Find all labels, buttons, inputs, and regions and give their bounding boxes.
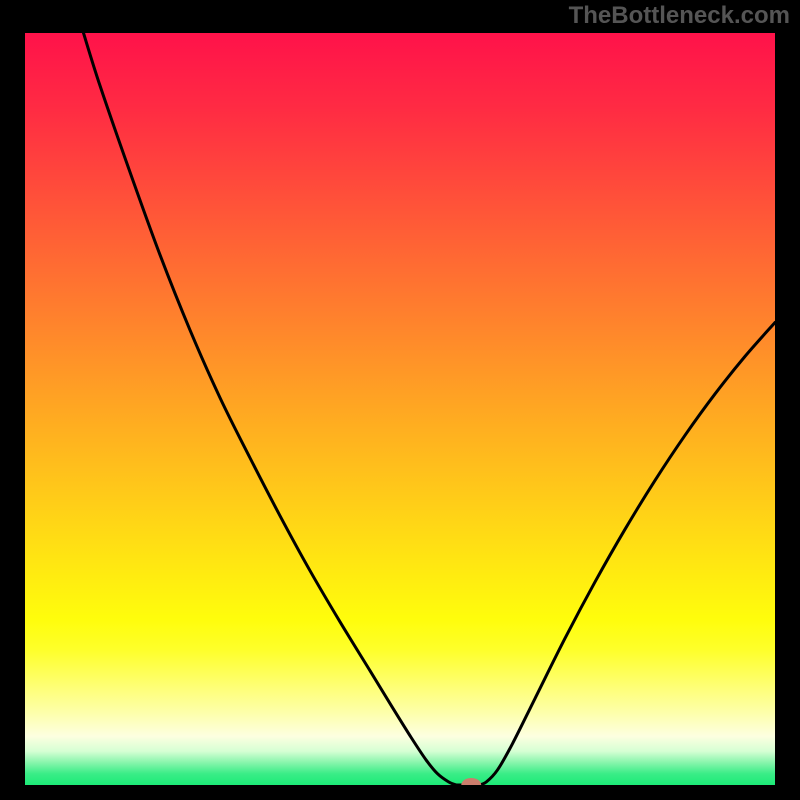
watermark-text: TheBottleneck.com: [569, 2, 790, 30]
chart-container: TheBottleneck.com: [0, 0, 800, 800]
gradient-background: [25, 33, 775, 785]
bottleneck-chart: [25, 33, 775, 785]
